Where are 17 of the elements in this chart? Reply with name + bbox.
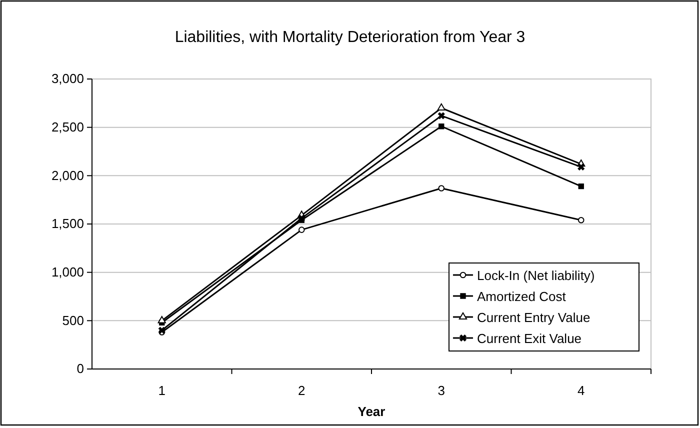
y-tick-label: 3,000 [51,71,84,86]
y-tick-label: 2,500 [51,119,84,134]
y-tick-label: 1,500 [51,216,84,232]
y-tick-label: 1,000 [51,264,84,280]
x-tick-label: 1 [158,382,166,398]
chart-title: Liabilities, with Mortality Deterioration from Year 3 [174,29,526,46]
x-tick-label: 2 [298,382,306,398]
legend-label: Current Entry Value [477,310,590,325]
y-tick-label: 0 [76,361,84,376]
x-axis-title: Year [358,404,386,419]
legend-label: Amortized Cost [477,289,566,304]
x-tick-label: 3 [438,382,445,398]
legend-label: Current Exit Value [477,331,582,346]
y-tick-label: 500 [62,312,84,328]
x-tick-label: 4 [578,382,585,398]
y-tick-label: 2,000 [51,168,84,183]
legend-label: Lock-In (Net liability) [477,268,595,283]
